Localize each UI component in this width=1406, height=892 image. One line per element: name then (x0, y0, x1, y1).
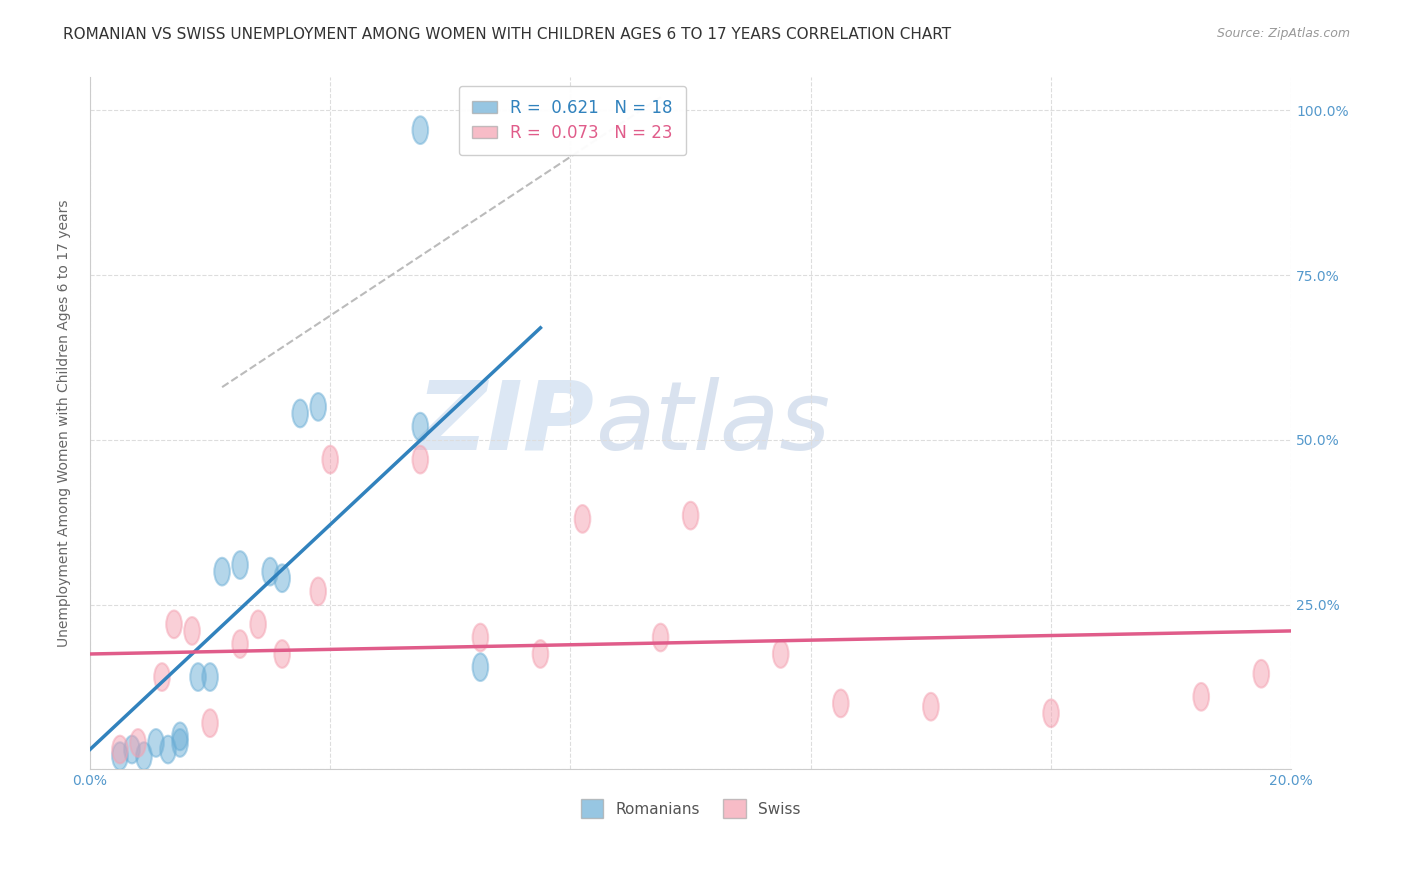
Y-axis label: Unemployment Among Women with Children Ages 6 to 17 years: Unemployment Among Women with Children A… (58, 200, 72, 647)
Ellipse shape (311, 393, 326, 421)
Ellipse shape (1043, 699, 1059, 727)
Text: atlas: atlas (595, 377, 830, 470)
Ellipse shape (1194, 683, 1209, 711)
Ellipse shape (472, 653, 488, 681)
Ellipse shape (184, 617, 200, 645)
Text: Source: ZipAtlas.com: Source: ZipAtlas.com (1216, 27, 1350, 40)
Ellipse shape (263, 558, 278, 585)
Ellipse shape (232, 551, 247, 579)
Ellipse shape (172, 729, 188, 756)
Ellipse shape (832, 690, 849, 717)
Ellipse shape (683, 502, 699, 530)
Ellipse shape (311, 577, 326, 606)
Ellipse shape (250, 610, 266, 638)
Ellipse shape (274, 640, 290, 668)
Ellipse shape (124, 736, 139, 764)
Ellipse shape (136, 742, 152, 770)
Ellipse shape (160, 736, 176, 764)
Ellipse shape (575, 505, 591, 533)
Ellipse shape (412, 446, 427, 474)
Ellipse shape (924, 693, 939, 721)
Text: ROMANIAN VS SWISS UNEMPLOYMENT AMONG WOMEN WITH CHILDREN AGES 6 TO 17 YEARS CORR: ROMANIAN VS SWISS UNEMPLOYMENT AMONG WOM… (63, 27, 952, 42)
Ellipse shape (214, 558, 231, 585)
Ellipse shape (322, 446, 337, 474)
Ellipse shape (202, 664, 218, 691)
Ellipse shape (472, 624, 488, 651)
Ellipse shape (155, 664, 170, 691)
Ellipse shape (148, 729, 165, 756)
Ellipse shape (1254, 660, 1270, 688)
Ellipse shape (652, 624, 668, 651)
Ellipse shape (412, 116, 427, 144)
Legend: Romanians, Swiss: Romanians, Swiss (575, 793, 807, 824)
Ellipse shape (131, 729, 146, 756)
Ellipse shape (112, 736, 128, 764)
Ellipse shape (172, 723, 188, 750)
Ellipse shape (190, 664, 205, 691)
Ellipse shape (773, 640, 789, 668)
Ellipse shape (202, 709, 218, 737)
Ellipse shape (112, 742, 128, 770)
Ellipse shape (274, 565, 290, 592)
Ellipse shape (166, 610, 181, 638)
Text: ZIP: ZIP (416, 377, 595, 470)
Ellipse shape (292, 400, 308, 427)
Ellipse shape (412, 413, 427, 441)
Ellipse shape (232, 631, 247, 658)
Ellipse shape (533, 640, 548, 668)
